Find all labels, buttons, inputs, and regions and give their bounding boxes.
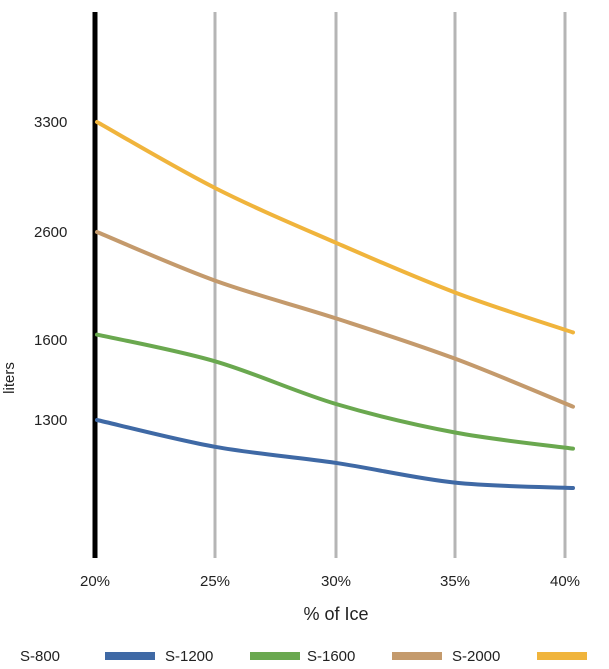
series-line-s-2000 [95, 120, 575, 335]
y-tick-label: 3300 [34, 114, 67, 131]
x-tick-label: 30% [321, 573, 351, 590]
x-tick-label: 20% [80, 573, 110, 590]
x-tick-label: 35% [440, 573, 470, 590]
series-line-s-1600 [95, 230, 575, 409]
x-tick-labels: 20% 25% 30% 35% 40% [80, 573, 580, 590]
x-tick-label: 25% [200, 573, 230, 590]
series-lines [95, 120, 575, 490]
y-tick-label: 2600 [34, 224, 67, 241]
series-line-s-1200 [95, 332, 575, 451]
grid-lines [213, 12, 567, 558]
x-axis-title: % of Ice [303, 604, 368, 624]
y-axis-title: liters [1, 362, 18, 394]
y-tick-label: 1600 [34, 332, 67, 349]
y-tick-labels: 1300 1600 2600 3300 [34, 114, 67, 429]
series-line-s-800 [95, 418, 575, 490]
legend-label: S-800 [20, 648, 60, 665]
y-tick-label: 1300 [34, 412, 67, 429]
legend-label: S-1600 [307, 648, 355, 665]
legend-label: S-1200 [165, 648, 213, 665]
legend-label: S-2000 [452, 648, 500, 665]
legend: S-800 S-1200 S-1600 S-2000 [20, 648, 587, 665]
x-tick-label: 40% [550, 573, 580, 590]
